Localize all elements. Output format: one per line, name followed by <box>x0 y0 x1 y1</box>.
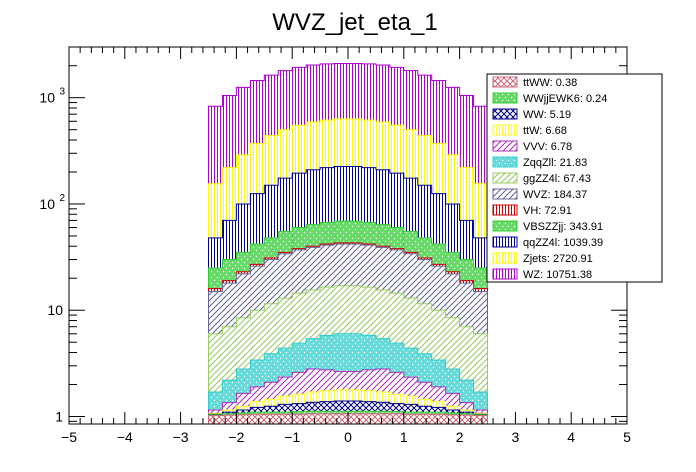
bar-ttww-bin-19 <box>473 415 488 424</box>
legend-label: WWjjEWK6: 0.24 <box>523 93 607 105</box>
x-tick-label: 5 <box>623 429 631 445</box>
bar-ttww-bin-17 <box>445 414 460 424</box>
legend-entry-zjets: Zjets: 2720.91 <box>492 252 593 265</box>
y-axis: 1 10 10 2 10 3 <box>39 46 627 424</box>
outline-ww <box>208 400 488 424</box>
outline-wvz <box>208 243 488 424</box>
legend-label: WZ: 10751.38 <box>523 269 592 281</box>
legend-label: VBSZZjj: 343.91 <box>523 221 603 233</box>
legend-entry-qqzz4l: qqZZ4l: 1039.39 <box>492 236 603 249</box>
legend-label: WVZ: 184.37 <box>523 189 587 201</box>
x-tick-label: 4 <box>567 429 575 445</box>
legend-label: ggZZ4l: 67.43 <box>523 173 591 185</box>
legend-swatch <box>492 140 518 152</box>
bar-ttww-bin-11 <box>361 413 376 424</box>
bar-ttww-bin-8 <box>320 413 335 424</box>
x-tick-label: −3 <box>173 429 189 445</box>
bar-ttww-bin-5 <box>278 414 293 424</box>
bar-ttww-bin-7 <box>306 413 321 424</box>
outline-vbszzjj <box>208 220 488 424</box>
x-tick-label: −2 <box>228 429 244 445</box>
y-tick-label: 10 <box>39 90 55 106</box>
legend-swatch <box>492 252 518 264</box>
legend-swatch <box>492 188 518 200</box>
legend-label: ttW: 6.68 <box>523 125 567 137</box>
y-tick-exponent: 2 <box>59 193 65 204</box>
chart-title: WVZ_jet_eta_1 <box>272 9 437 36</box>
legend-entry-wvz: WVZ: 184.37 <box>492 188 587 201</box>
outline-zjets <box>208 118 488 424</box>
bar-ttww-bin-14 <box>403 414 418 424</box>
outline-ggzz4l <box>208 285 488 424</box>
x-tick-label: 2 <box>456 429 464 445</box>
legend-label: VVV: 6.78 <box>523 141 572 153</box>
legend-swatch <box>492 124 518 136</box>
bar-ttww-bin-15 <box>417 414 432 424</box>
legend-label: ZqqZll: 21.83 <box>523 157 587 169</box>
bar-ttww-bin-2 <box>236 414 251 424</box>
legend-label: ttWW: 0.38 <box>523 77 577 89</box>
legend-swatch <box>492 156 518 168</box>
bar-ttww-bin-12 <box>375 413 390 424</box>
legend-entry-zqqzll: ZqqZll: 21.83 <box>492 156 587 169</box>
bar-ttww-bin-1 <box>222 415 237 424</box>
legend-entry-vh: VH: 72.91 <box>492 204 572 217</box>
legend-entry-vbszzjj: VBSZZjj: 343.91 <box>492 220 603 233</box>
bar-ttww-bin-9 <box>334 413 348 424</box>
bar-ttww-bin-4 <box>264 414 279 424</box>
x-tick-label: 1 <box>400 429 408 445</box>
legend-swatch <box>492 76 518 88</box>
outline-wwjjewk6 <box>208 410 488 424</box>
outline-vvv <box>208 368 488 424</box>
bar-ttww-bin-6 <box>292 414 307 424</box>
legend-label: VH: 72.91 <box>523 205 572 217</box>
legend-entry-ww: WW: 5.19 <box>492 108 571 121</box>
y-tick-label: 10 <box>39 196 55 212</box>
legend-entry-ttw: ttW: 6.68 <box>492 124 567 137</box>
legend-swatch <box>492 220 518 232</box>
legend-label: Zjets: 2720.91 <box>523 253 593 265</box>
legend-swatch <box>492 172 518 184</box>
x-axis: −5 −4 −3 −2 −1 0 1 2 3 4 5 <box>61 47 631 445</box>
outline-ttw <box>208 389 488 424</box>
outline-qqzz4l <box>208 166 488 424</box>
legend-swatch <box>492 268 518 280</box>
x-tick-label: −4 <box>117 429 133 445</box>
legend-entry-ggzz4l: ggZZ4l: 67.43 <box>492 172 591 185</box>
bar-ttww-bin-13 <box>389 413 404 424</box>
y-tick-label: 1 <box>55 408 63 424</box>
legend-swatch <box>492 108 518 120</box>
legend-entry-wz: WZ: 10751.38 <box>492 268 592 281</box>
bar-ttww-bin-0 <box>208 415 223 424</box>
outline-wz <box>208 62 488 424</box>
outline-zqqzll <box>208 333 488 424</box>
x-tick-label: −5 <box>61 429 77 445</box>
legend-label: WW: 5.19 <box>523 109 571 121</box>
legend-swatch <box>492 92 518 104</box>
bar-ttww-bin-18 <box>459 415 474 424</box>
bars-layer <box>208 62 488 425</box>
y-tick-label: 10 <box>47 302 63 318</box>
x-tick-label: −1 <box>284 429 300 445</box>
bar-ttww-bin-16 <box>431 414 446 424</box>
legend-entry-ttww: ttWW: 0.38 <box>492 76 577 89</box>
legend: ttWW: 0.38 WWjjEWK6: 0.24 WW: 5.19 ttW: 6.6… <box>486 73 663 283</box>
legend-entry-vvv: VVV: 6.78 <box>492 140 572 153</box>
legend-label: qqZZ4l: 1039.39 <box>523 237 603 249</box>
bar-ttww-bin-10 <box>348 413 362 424</box>
legend-swatch <box>492 236 518 248</box>
legend-entry-wwjjewk6: WWjjEWK6: 0.24 <box>492 92 607 105</box>
bar-ttww-bin-3 <box>250 414 265 424</box>
x-tick-label: 3 <box>512 429 520 445</box>
x-tick-label: 0 <box>344 429 352 445</box>
y-tick-exponent: 3 <box>59 87 65 98</box>
legend-swatch <box>492 204 518 216</box>
